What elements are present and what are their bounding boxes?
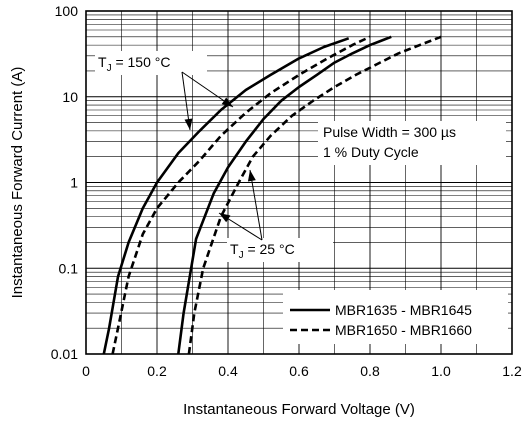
y-tick-label: 10 bbox=[62, 89, 78, 105]
x-tick-label: 0.6 bbox=[289, 363, 309, 379]
tj150-sub: J bbox=[107, 63, 112, 74]
y-tick-label: 0.01 bbox=[51, 346, 78, 362]
legend-label-solid: MBR1635 - MBR1645 bbox=[335, 302, 472, 318]
x-tick-label: 1.0 bbox=[431, 363, 451, 379]
y-axis-title: Instantaneous Forward Current (A) bbox=[9, 67, 26, 299]
series-layer bbox=[102, 35, 442, 355]
x-tick-label: 0 bbox=[82, 363, 90, 379]
series-line-solid-2 bbox=[177, 35, 392, 355]
annotation-arrow-line bbox=[249, 169, 263, 241]
tick-layer: 0 0.2 0.4 0.6 0.8 1.0 1.2 0.01 0.1 1 10 100 bbox=[51, 3, 522, 379]
legend-box bbox=[283, 290, 508, 344]
tj150-rest: = 150 °C bbox=[112, 54, 171, 70]
annotation-arrowhead bbox=[221, 97, 233, 107]
annotation-arrowhead bbox=[184, 118, 193, 130]
y-tick-label: 0.1 bbox=[59, 260, 79, 276]
x-tick-label: 0.8 bbox=[360, 363, 380, 379]
legend-label-dashed: MBR1650 - MBR1660 bbox=[335, 322, 472, 338]
y-tick-label: 100 bbox=[55, 3, 79, 19]
annotation-arrowhead bbox=[247, 170, 256, 182]
tj25-T: T bbox=[230, 241, 239, 257]
tj150-label-box bbox=[95, 51, 207, 75]
pulse-note-box bbox=[318, 121, 506, 165]
tj25-rest: = 25 °C bbox=[244, 241, 295, 257]
x-tick-label: 1.2 bbox=[502, 363, 522, 379]
annotation-arrowhead bbox=[219, 213, 231, 223]
tj25-sub: J bbox=[239, 250, 244, 261]
series-line-solid-0 bbox=[102, 37, 350, 355]
x-tick-label: 0.4 bbox=[218, 363, 238, 379]
plot-frame bbox=[85, 10, 513, 355]
x-tick-label: 0.2 bbox=[147, 363, 167, 379]
arrow-layer bbox=[181, 71, 263, 241]
tj25-label-box bbox=[227, 238, 333, 262]
tj25-label: TJ = 25 °C bbox=[230, 241, 295, 261]
tj150-T: T bbox=[98, 54, 107, 70]
series-line-dashed-3 bbox=[187, 35, 442, 355]
tj150-label: TJ = 150 °C bbox=[98, 54, 170, 74]
x-axis-title: Instantaneous Forward Voltage (V) bbox=[183, 401, 415, 418]
series-line-dashed-1 bbox=[111, 35, 371, 355]
y-tick-label: 1 bbox=[70, 175, 78, 191]
duty-cycle-note: 1 % Duty Cycle bbox=[323, 144, 419, 160]
pulse-width-note: Pulse Width = 300 µs bbox=[323, 124, 456, 140]
